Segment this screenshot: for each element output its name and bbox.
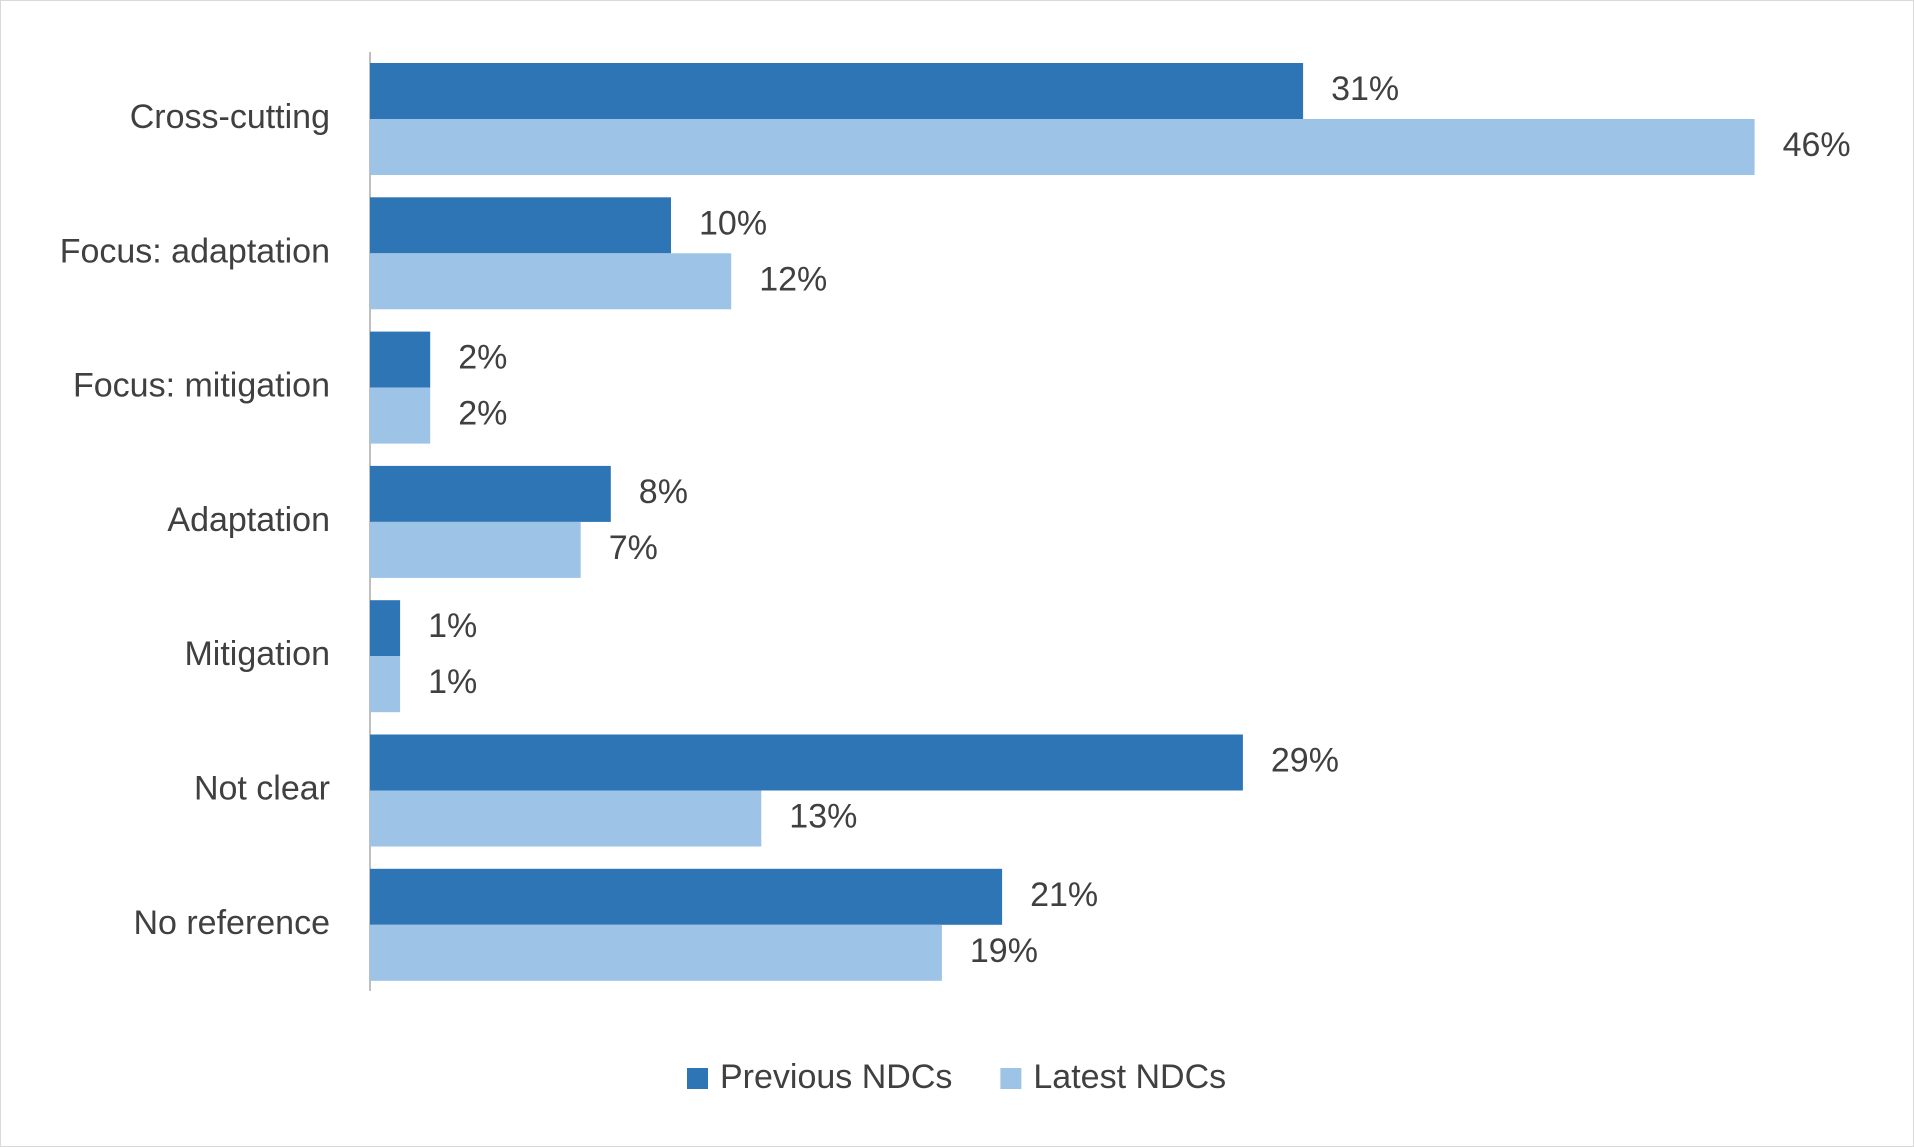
y-tick-label: No reference xyxy=(133,904,330,942)
y-tick-label: Focus: mitigation xyxy=(73,367,330,405)
y-tick-label: Focus: adaptation xyxy=(60,232,330,270)
legend-swatch xyxy=(1000,1068,1022,1089)
data-label: 13% xyxy=(789,797,857,835)
data-label: 29% xyxy=(1271,741,1339,779)
bar xyxy=(370,253,732,310)
data-label: 1% xyxy=(428,663,477,701)
data-label: 7% xyxy=(609,529,658,567)
bar xyxy=(370,790,762,847)
y-tick-label: Cross-cutting xyxy=(130,98,330,136)
y-tick-label: Not clear xyxy=(194,769,330,807)
bar xyxy=(370,197,671,254)
data-label: 2% xyxy=(458,395,507,433)
data-label: 8% xyxy=(639,473,688,511)
bar xyxy=(370,924,942,981)
y-tick-label: Mitigation xyxy=(184,635,330,673)
data-label: 19% xyxy=(970,932,1038,970)
legend-label: Latest NDCs xyxy=(1033,1058,1226,1096)
data-label: 10% xyxy=(699,204,767,242)
y-tick-label: Adaptation xyxy=(167,501,330,539)
bar xyxy=(370,387,431,444)
legend-label: Previous NDCs xyxy=(720,1058,952,1096)
bar xyxy=(370,656,401,713)
bar xyxy=(370,119,1755,175)
bar xyxy=(370,465,611,522)
bar xyxy=(370,331,431,388)
data-label: 2% xyxy=(458,339,507,377)
bar xyxy=(370,600,401,657)
data-label: 46% xyxy=(1783,126,1851,164)
bar xyxy=(370,521,581,578)
data-label: 31% xyxy=(1331,70,1399,108)
data-label: 21% xyxy=(1030,876,1098,914)
data-label: 1% xyxy=(428,607,477,645)
bar xyxy=(370,734,1243,791)
data-label: 12% xyxy=(759,260,827,298)
bar xyxy=(370,868,1003,925)
bar xyxy=(370,63,1304,119)
legend-swatch xyxy=(687,1068,708,1089)
